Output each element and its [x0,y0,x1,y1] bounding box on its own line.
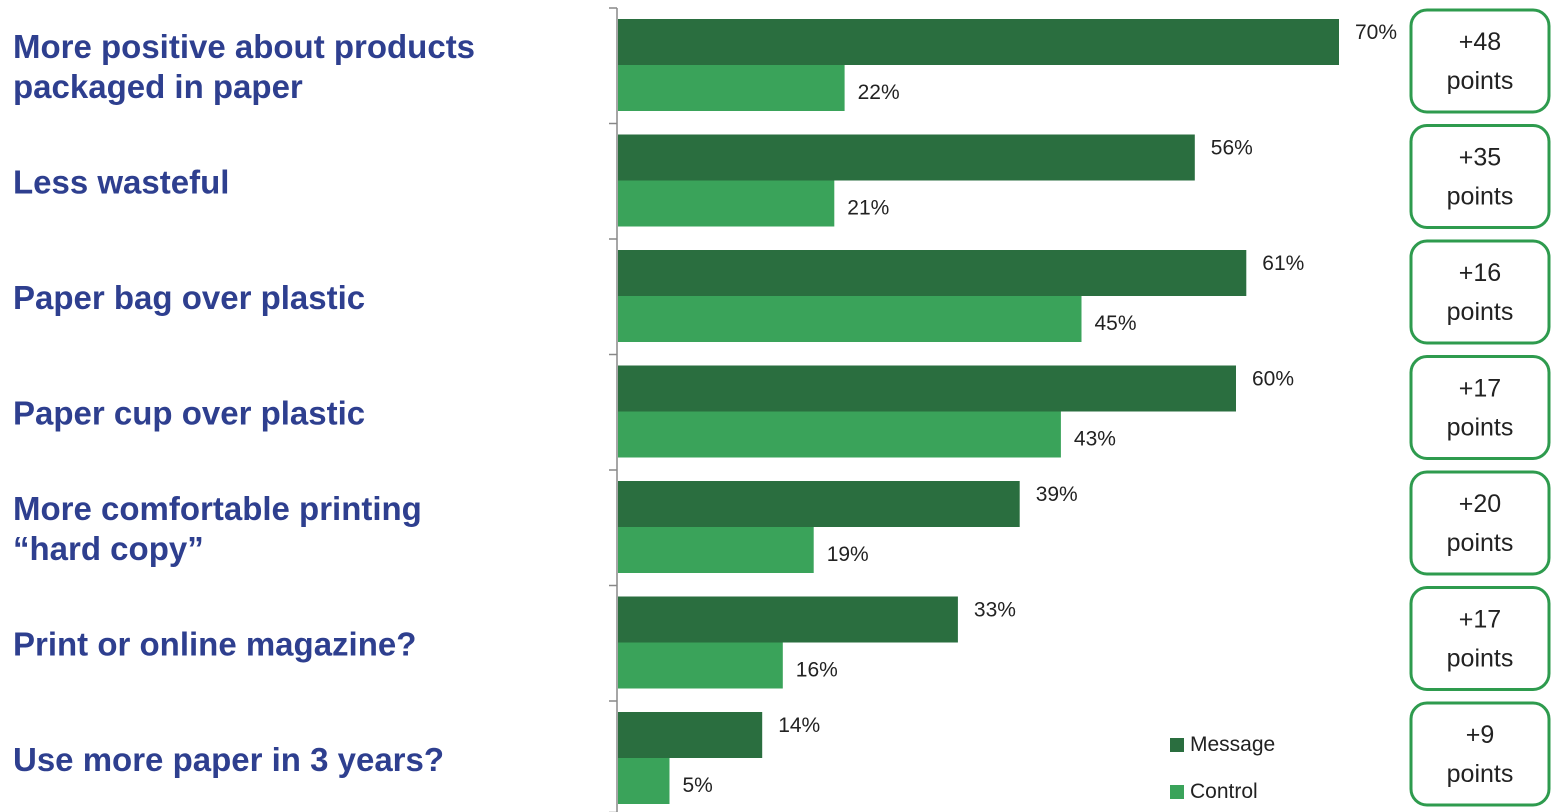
control-bar [618,758,670,804]
category-label: Less wasteful [13,164,229,201]
message-bar [618,596,958,643]
message-value-label: 14% [778,714,820,737]
category-label: Paper bag over plastic [13,279,365,316]
legend-swatch [1170,738,1184,752]
difference-value: +9 [1466,721,1495,749]
control-value-label: 43% [1074,428,1116,451]
difference-box [1409,239,1551,345]
difference-box [1409,124,1551,229]
category-label: Print or online magazine? [13,626,416,663]
difference-boxes: +48 points +35 points +16 points +17 points +20 p… [1409,8,1551,807]
difference-unit: points [1447,760,1514,788]
difference-value: +17 [1459,606,1501,634]
difference-value: +17 [1459,375,1501,403]
control-bar [618,65,845,111]
category-label: Use more paper in 3 years? [13,741,444,778]
difference-box [1409,8,1551,114]
difference-unit: points [1447,645,1514,673]
category-label: Paper cup over plastic [13,395,365,432]
message-value-label: 33% [974,599,1016,622]
difference-unit: points [1447,67,1514,95]
difference-box [1409,586,1551,691]
difference-unit: points [1447,183,1514,211]
difference-box [1409,470,1551,576]
message-bar [618,712,763,758]
bars: 70% 22% 56% 21% 61% 45% 60% 43% 39% 19% 33% 16% 14% 5… [618,19,1397,804]
message-bar [618,365,1236,412]
difference-value: +35 [1459,144,1501,172]
control-bar [618,527,814,573]
legend: Message Control [1170,733,1275,803]
difference-box [1409,355,1551,460]
message-value-label: 70% [1355,21,1397,44]
chart-axis [609,7,618,812]
message-value-label: 56% [1211,137,1253,160]
category-label: More comfortable printing [13,490,422,527]
control-value-label: 19% [827,543,869,566]
legend-label: Control [1190,780,1258,803]
message-value-label: 61% [1262,252,1304,275]
control-value-label: 16% [796,659,838,682]
control-bar [618,180,835,227]
message-bar [618,250,1247,296]
control-bar [618,296,1082,342]
difference-unit: points [1447,298,1514,326]
control-value-label: 45% [1095,312,1137,335]
difference-value: +16 [1459,259,1501,287]
control-value-label: 5% [683,774,713,797]
message-value-label: 39% [1036,483,1078,506]
control-value-label: 21% [847,197,889,220]
category-label: “hard copy” [13,530,204,567]
message-bar [618,481,1020,527]
control-value-label: 22% [858,81,900,104]
message-value-label: 60% [1252,368,1294,391]
control-bar [618,642,783,689]
difference-unit: points [1447,529,1514,557]
category-label: packaged in paper [13,68,303,105]
message-bar [618,19,1339,65]
legend-label: Message [1190,733,1275,756]
difference-value: +48 [1459,28,1501,56]
control-bar [618,411,1061,458]
category-label: More positive about products [13,28,475,65]
message-bar [618,134,1195,181]
difference-unit: points [1447,414,1514,442]
legend-swatch [1170,785,1184,799]
difference-box [1409,701,1551,807]
difference-value: +20 [1459,490,1501,518]
